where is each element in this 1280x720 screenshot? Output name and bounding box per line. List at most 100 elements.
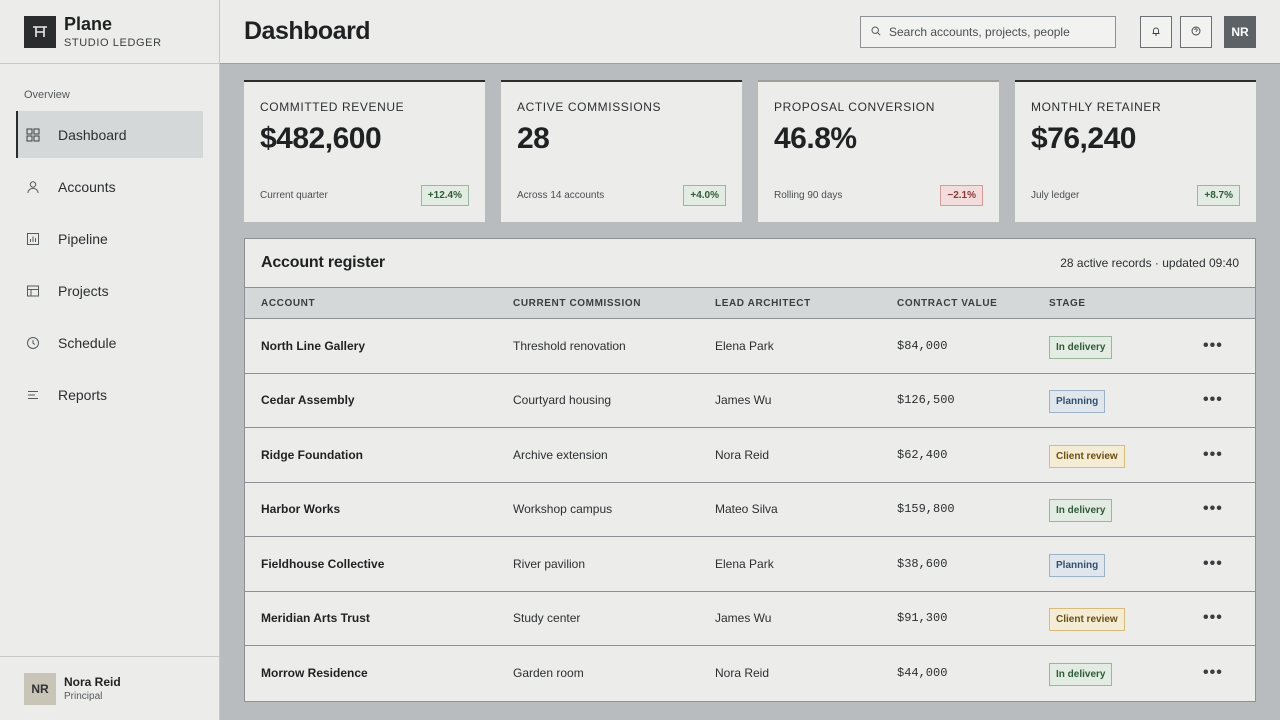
kpi-delta-badge: +4.0% <box>683 185 726 206</box>
more-options-icon[interactable]: ••• <box>1203 391 1223 409</box>
sidebar-item-reports[interactable]: Reports <box>16 371 203 418</box>
top-header: Dashboard NR <box>220 0 1280 64</box>
table-row[interactable]: Ridge Foundation Archive extension Nora … <box>245 428 1255 483</box>
avatar: NR <box>24 672 56 705</box>
lead-architect: Nora Reid <box>715 666 770 681</box>
account-name[interactable]: Cedar Assembly <box>261 393 355 408</box>
kpi-delta-badge: +8.7% <box>1197 185 1240 206</box>
column-header-stage[interactable]: STAGE <box>1049 298 1086 309</box>
stage-badge: Client review <box>1049 444 1125 468</box>
stage-badge: In delivery <box>1049 663 1113 687</box>
kpi-label: MONTHLY RETAINER <box>1031 100 1162 114</box>
brand-name: Plane <box>64 14 113 34</box>
search-input[interactable] <box>889 25 1099 39</box>
account-name[interactable]: Meridian Arts Trust <box>261 611 370 626</box>
kpi-label: PROPOSAL CONVERSION <box>774 100 935 114</box>
sidebar-item-projects[interactable]: Projects <box>16 267 203 314</box>
sidebar-item-label: Schedule <box>58 334 117 351</box>
search-box[interactable] <box>860 16 1116 48</box>
more-options-icon[interactable]: ••• <box>1203 500 1223 518</box>
table-row[interactable]: Harbor Works Workshop campus Mateo Silva… <box>245 483 1255 537</box>
nav-heading: Overview <box>24 89 70 101</box>
kpi-label: COMMITTED REVENUE <box>260 100 405 114</box>
more-options-icon[interactable]: ••• <box>1203 445 1223 463</box>
contract-value: $44,000 <box>897 666 948 681</box>
kpi-delta-badge: −2.1% <box>940 185 983 206</box>
bell-icon <box>1151 23 1161 41</box>
sidebar-item-label: Accounts <box>58 178 116 195</box>
account-name[interactable]: Morrow Residence <box>261 666 368 681</box>
more-options-icon[interactable]: ••• <box>1203 609 1223 627</box>
commission-name: Courtyard housing <box>513 393 612 408</box>
kpi-label: ACTIVE COMMISSIONS <box>517 100 662 114</box>
table-row[interactable]: Meridian Arts Trust Study center James W… <box>245 592 1255 646</box>
lead-architect: James Wu <box>715 393 772 408</box>
stage-badge: Client review <box>1049 608 1125 632</box>
kpi-card-committed-revenue: COMMITTED REVENUE $482,600 Current quart… <box>244 80 485 222</box>
table-row[interactable]: Cedar Assembly Courtyard housing James W… <box>245 374 1255 428</box>
list-icon <box>26 388 40 402</box>
plane-logo-icon <box>24 15 56 48</box>
stage-badge: In delivery <box>1049 335 1113 359</box>
column-header-account[interactable]: ACCOUNT <box>261 298 316 309</box>
sidebar-item-label: Pipeline <box>58 230 108 247</box>
user-name: Nora Reid <box>64 675 121 689</box>
user-icon <box>26 180 40 194</box>
sidebar-item-label: Dashboard <box>58 126 127 143</box>
account-name[interactable]: North Line Gallery <box>261 338 366 353</box>
chart-icon <box>26 232 40 246</box>
contract-value: $38,600 <box>897 556 948 571</box>
more-options-icon[interactable]: ••• <box>1203 554 1223 572</box>
avatar[interactable]: NR <box>1224 16 1256 48</box>
stage-badge: In delivery <box>1049 499 1113 523</box>
kpi-value: 28 <box>517 122 550 155</box>
help-icon <box>1191 23 1201 41</box>
kpi-card-proposal-conversion: PROPOSAL CONVERSION 46.8% Rolling 90 day… <box>758 80 999 222</box>
lead-architect: Elena Park <box>715 338 774 353</box>
column-header-value[interactable]: CONTRACT VALUE <box>897 298 998 309</box>
sidebar: Plane STUDIO LEDGER Overview Dashboard A… <box>0 0 220 720</box>
table-row[interactable]: North Line Gallery Threshold renovation … <box>245 319 1255 374</box>
table-row[interactable]: Fieldhouse Collective River pavilion Ele… <box>245 537 1255 592</box>
contract-value: $62,400 <box>897 447 948 462</box>
register-meta: 28 active records · updated 09:40 <box>1060 256 1239 270</box>
stage-badge: Planning <box>1049 390 1106 414</box>
notifications-button[interactable] <box>1140 16 1172 48</box>
more-options-icon[interactable]: ••• <box>1203 336 1223 354</box>
sidebar-item-pipeline[interactable]: Pipeline <box>16 215 203 262</box>
user-role: Principal <box>64 691 103 702</box>
sidebar-item-schedule[interactable]: Schedule <box>16 319 203 366</box>
more-options-icon[interactable]: ••• <box>1203 664 1223 682</box>
account-name[interactable]: Harbor Works <box>261 502 341 517</box>
contract-value: $91,300 <box>897 611 948 626</box>
lead-architect: Elena Park <box>715 556 774 571</box>
account-register: Account register 28 active records · upd… <box>244 238 1256 702</box>
kpi-card-active-commissions: ACTIVE COMMISSIONS 28 Across 14 accounts… <box>501 80 742 222</box>
clock-icon <box>26 336 40 350</box>
contract-value: $126,500 <box>897 393 955 408</box>
kpi-note: Rolling 90 days <box>774 190 843 201</box>
current-user[interactable]: NR Nora Reid Principal <box>0 656 219 720</box>
column-header-commission[interactable]: CURRENT COMMISSION <box>513 298 642 309</box>
sidebar-item-accounts[interactable]: Accounts <box>16 163 203 210</box>
kpi-value: 46.8% <box>774 122 857 155</box>
contract-value: $159,800 <box>897 502 955 517</box>
lead-architect: Mateo Silva <box>715 502 778 517</box>
lead-architect: Nora Reid <box>715 447 770 462</box>
stage-badge: Planning <box>1049 553 1106 577</box>
table-row[interactable]: Morrow Residence Garden room Nora Reid $… <box>245 646 1255 701</box>
table-icon <box>26 284 40 298</box>
register-title: Account register <box>261 254 385 271</box>
sidebar-item-label: Projects <box>58 282 109 299</box>
account-name[interactable]: Fieldhouse Collective <box>261 556 385 571</box>
commission-name: Archive extension <box>513 447 608 462</box>
sidebar-item-dashboard[interactable]: Dashboard <box>16 111 203 158</box>
account-name[interactable]: Ridge Foundation <box>261 447 363 462</box>
table-header: ACCOUNT CURRENT COMMISSION LEAD ARCHITEC… <box>245 287 1255 319</box>
commission-name: Study center <box>513 611 581 626</box>
help-button[interactable] <box>1180 16 1212 48</box>
kpi-note: Across 14 accounts <box>517 190 605 201</box>
column-header-lead[interactable]: LEAD ARCHITECT <box>715 298 811 309</box>
sidebar-item-label: Reports <box>58 386 108 403</box>
kpi-note: July ledger <box>1031 190 1080 201</box>
